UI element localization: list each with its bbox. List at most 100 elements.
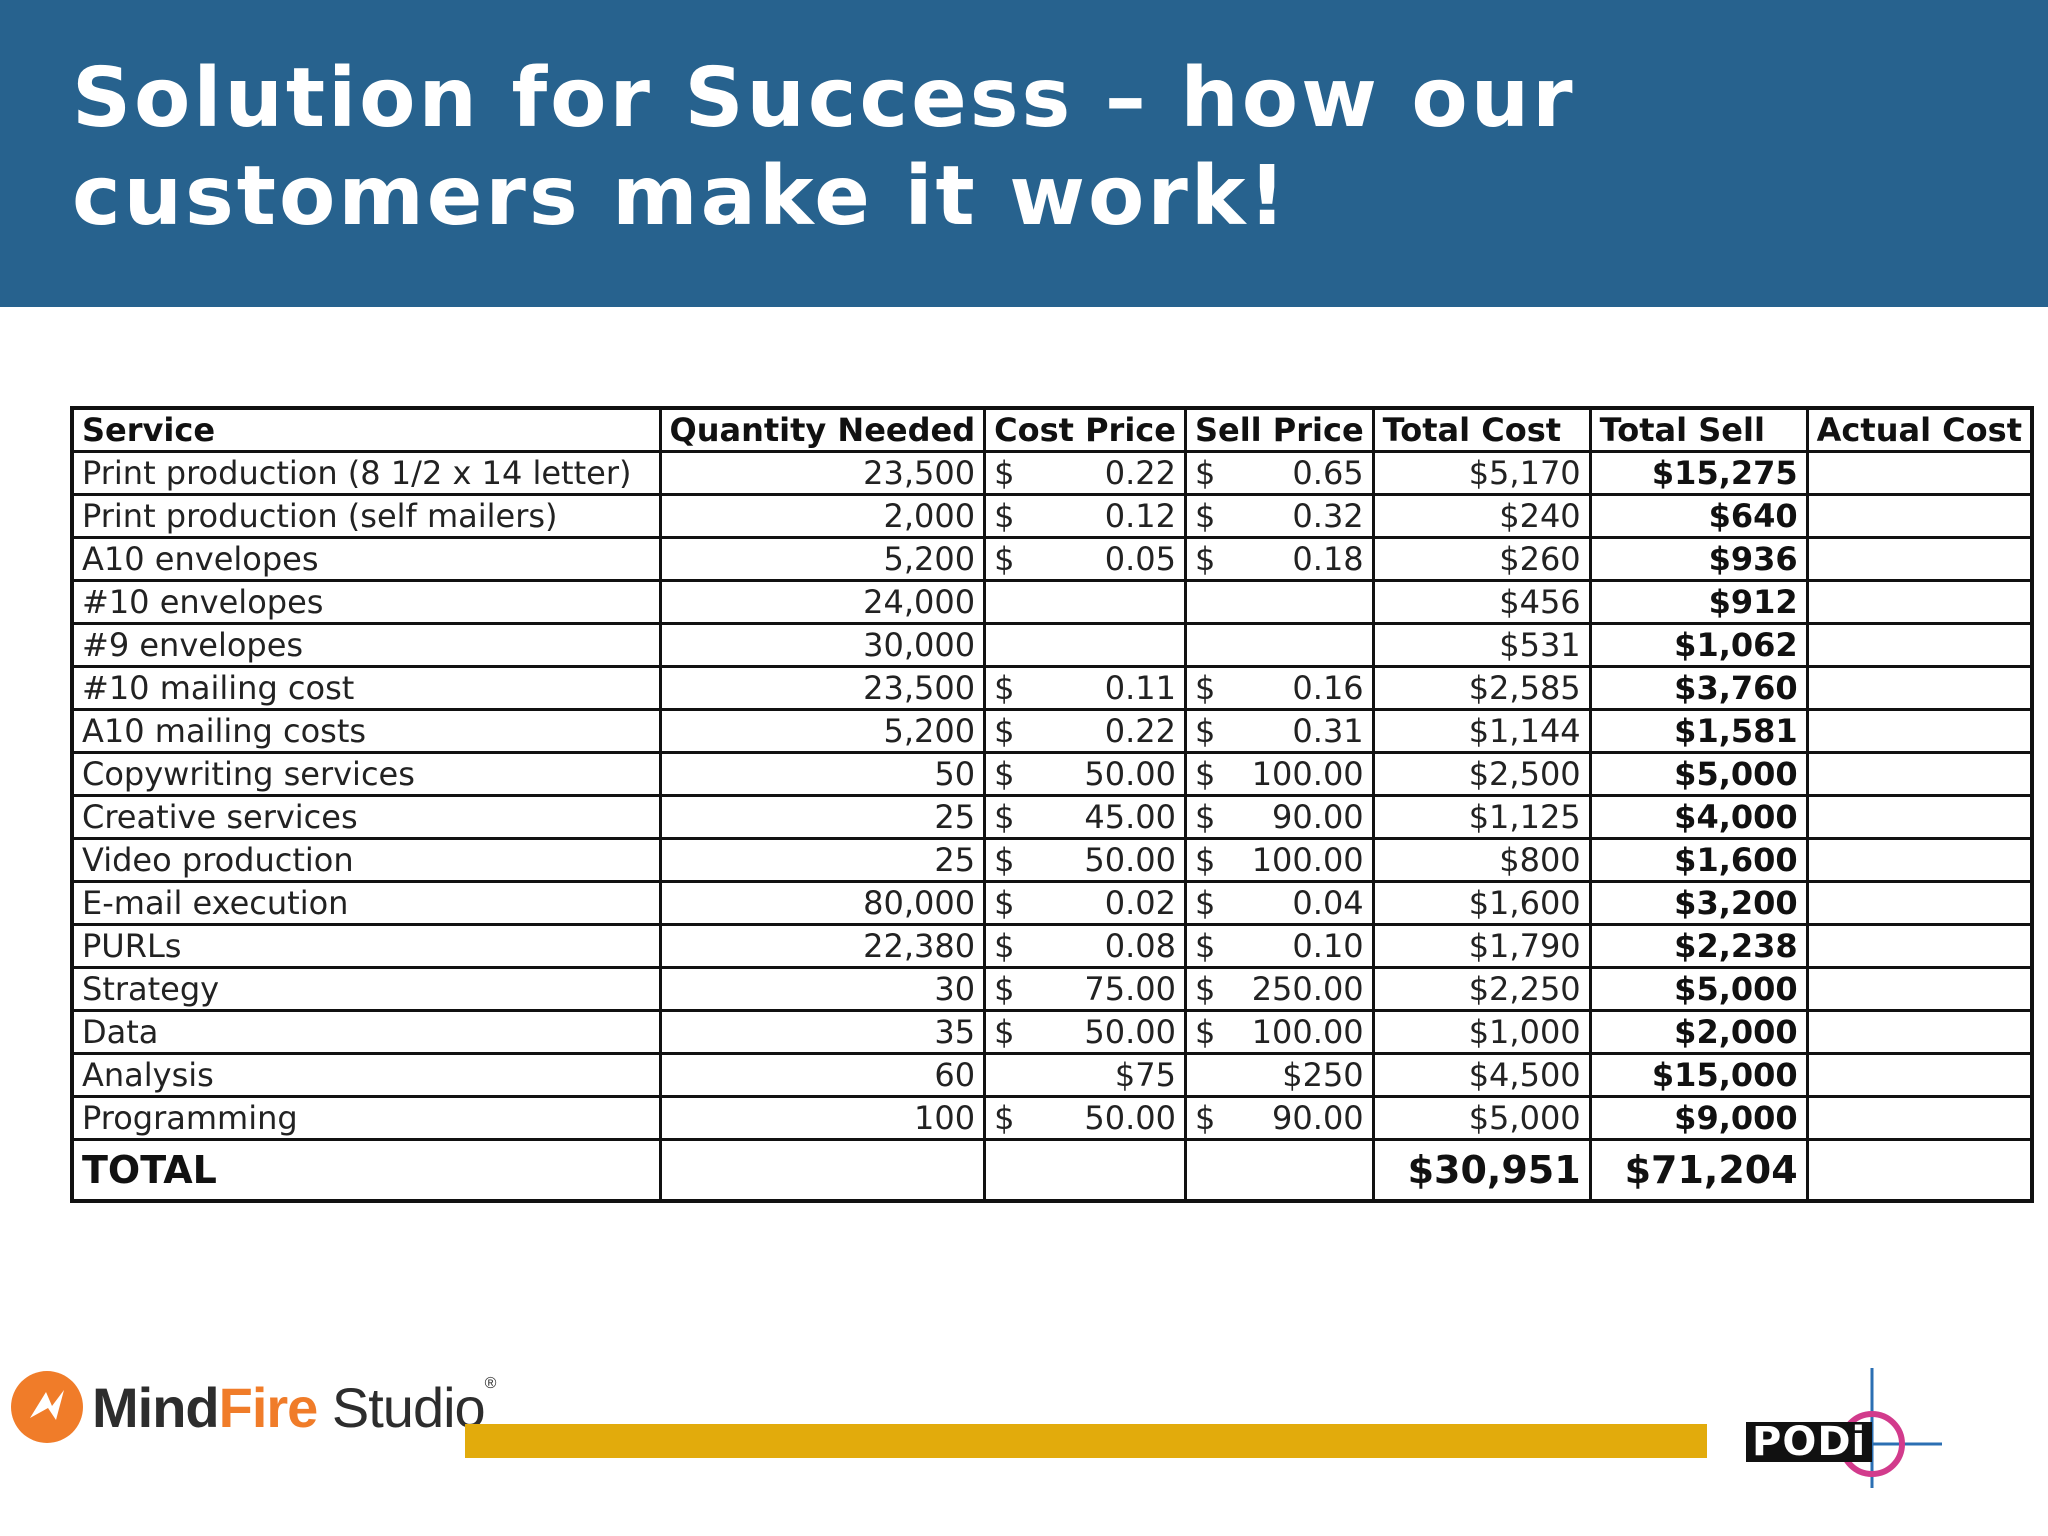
- actual-cost-cell: [1805, 793, 2034, 840]
- total-cost-cell: $1,000: [1371, 1008, 1592, 1055]
- total-sell-cell: $4,000: [1588, 793, 1809, 840]
- cost-price-cell: [983, 621, 1187, 668]
- cost-price-cell: [983, 578, 1187, 625]
- currency-symbol: $: [1194, 969, 1216, 1008]
- currency-symbol: $: [994, 496, 1015, 535]
- table-row: PURLs 22,380 $0.08 $0.10 $1,790 $2,238: [70, 922, 2034, 969]
- currency-symbol: $: [1194, 496, 1216, 535]
- total-empty-cell: [983, 1137, 1187, 1203]
- sell-price-cell: $0.18: [1183, 535, 1375, 582]
- actual-cost-cell: [1805, 750, 2034, 797]
- total-cost-cell: $2,585: [1371, 664, 1592, 711]
- total-cost-cell: $2,250: [1371, 965, 1592, 1012]
- pricing-table-container: Service Quantity Needed Cost Price Sell …: [70, 406, 2034, 1203]
- logo-text-studio: Studio: [317, 1375, 486, 1439]
- service-cell: PURLs: [70, 922, 662, 969]
- actual-cost-cell: [1805, 535, 2034, 582]
- mindfire-flame-icon: [11, 1371, 83, 1443]
- total-cost-cell: $5,000: [1371, 1094, 1592, 1141]
- total-row: TOTAL $30,951 $71,204: [70, 1137, 2034, 1203]
- total-cost-cell: $456: [1371, 578, 1592, 625]
- registered-mark: ®: [484, 1374, 497, 1392]
- table-row: Programming 100 $50.00 $90.00 $5,000 $9,000: [70, 1094, 2034, 1141]
- total-sell-cell: $9,000: [1588, 1094, 1809, 1141]
- cost-price-cell: $0.22: [983, 449, 1187, 496]
- currency-symbol: $: [994, 539, 1015, 578]
- actual-cost-cell: [1805, 1051, 2034, 1098]
- title-banner: Solution for Success – how our customers…: [0, 0, 2048, 307]
- price-value: 0.65: [1292, 453, 1364, 492]
- table-row: Strategy 30 $75.00 $250.00 $2,250 $5,000: [70, 965, 2034, 1012]
- cost-price-cell: $50.00: [983, 1008, 1187, 1055]
- currency-symbol: $: [1194, 453, 1216, 492]
- logo-text-mind: Mind: [92, 1375, 220, 1439]
- price-value: 45.00: [1084, 797, 1176, 836]
- currency-symbol: $: [994, 926, 1015, 965]
- currency-symbol: $: [994, 668, 1015, 707]
- service-cell: Data: [70, 1008, 662, 1055]
- actual-cost-cell: [1805, 965, 2034, 1012]
- cost-price-cell: $50.00: [983, 1094, 1187, 1141]
- total-sell-cell: $1,600: [1588, 836, 1809, 883]
- table-row: A10 envelopes 5,200 $0.05 $0.18 $260 $936: [70, 535, 2034, 582]
- currency-symbol: $: [1194, 797, 1216, 836]
- service-cell: #10 mailing cost: [70, 664, 662, 711]
- sell-price-cell: $100.00: [1183, 750, 1375, 797]
- column-header: Quantity Needed: [658, 406, 987, 453]
- total-cost-cell: $2,500: [1371, 750, 1592, 797]
- sell-price-cell: $100.00: [1183, 836, 1375, 883]
- price-value: 0.04: [1292, 883, 1364, 922]
- currency-symbol: $: [1194, 926, 1216, 965]
- table-header-row: Service Quantity Needed Cost Price Sell …: [70, 406, 2034, 453]
- service-cell: Analysis: [70, 1051, 662, 1098]
- podi-logo: PODi: [1742, 1366, 1952, 1496]
- quantity-cell: 23,500: [658, 664, 987, 711]
- table-body: Print production (8 1/2 x 14 letter) 23,5…: [70, 449, 2034, 1141]
- table-row: #9 envelopes 30,000 $531 $1,062: [70, 621, 2034, 668]
- total-cost-cell: $1,144: [1371, 707, 1592, 754]
- service-cell: #10 envelopes: [70, 578, 662, 625]
- currency-symbol: $: [1194, 754, 1216, 793]
- price-value: 50.00: [1084, 1012, 1176, 1051]
- currency-symbol: $: [994, 1098, 1015, 1137]
- actual-cost-cell: [1805, 492, 2034, 539]
- quantity-cell: 30: [658, 965, 987, 1012]
- total-cost-cell: $240: [1371, 492, 1592, 539]
- sell-price-cell: $100.00: [1183, 1008, 1375, 1055]
- price-value: 250.00: [1251, 969, 1364, 1008]
- total-sell-cell: $3,760: [1588, 664, 1809, 711]
- total-sell-cell: $1,581: [1588, 707, 1809, 754]
- quantity-cell: 60: [658, 1051, 987, 1098]
- sell-price-cell: $90.00: [1183, 1094, 1375, 1141]
- table-row: #10 envelopes 24,000 $456 $912: [70, 578, 2034, 625]
- quantity-cell: 50: [658, 750, 987, 797]
- price-value: 0.10: [1292, 926, 1364, 965]
- sell-price-cell: $90.00: [1183, 793, 1375, 840]
- total-sell-cell: $5,000: [1588, 965, 1809, 1012]
- actual-cost-cell: [1805, 578, 2034, 625]
- service-cell: Creative services: [70, 793, 662, 840]
- currency-symbol: $: [1194, 539, 1216, 578]
- sell-price-cell: $0.16: [1183, 664, 1375, 711]
- table-row: A10 mailing costs 5,200 $0.22 $0.31 $1,144 $1…: [70, 707, 2034, 754]
- cost-price-cell: $0.05: [983, 535, 1187, 582]
- cost-price-cell: $50.00: [983, 836, 1187, 883]
- total-cost-cell: $531: [1371, 621, 1592, 668]
- currency-symbol: $: [994, 1012, 1015, 1051]
- sell-price-cell: $0.32: [1183, 492, 1375, 539]
- quantity-cell: 5,200: [658, 535, 987, 582]
- currency-symbol: $: [1194, 1098, 1216, 1137]
- service-cell: #9 envelopes: [70, 621, 662, 668]
- price-value: 100.00: [1251, 840, 1364, 879]
- table-row: Video production 25 $50.00 $100.00 $800 $1,60…: [70, 836, 2034, 883]
- podi-wordmark: PODi: [1746, 1422, 1873, 1462]
- total-sell-cell: $3,200: [1588, 879, 1809, 926]
- total-sell-cell: $1,062: [1588, 621, 1809, 668]
- table-row: Copywriting services 50 $50.00 $100.00 $2,50…: [70, 750, 2034, 797]
- currency-symbol: $: [994, 711, 1015, 750]
- currency-symbol: $: [1194, 883, 1216, 922]
- price-value: 0.18: [1292, 539, 1364, 578]
- currency-symbol: $: [1194, 1012, 1216, 1051]
- currency-symbol: $: [1194, 840, 1216, 879]
- cost-price-cell: $0.02: [983, 879, 1187, 926]
